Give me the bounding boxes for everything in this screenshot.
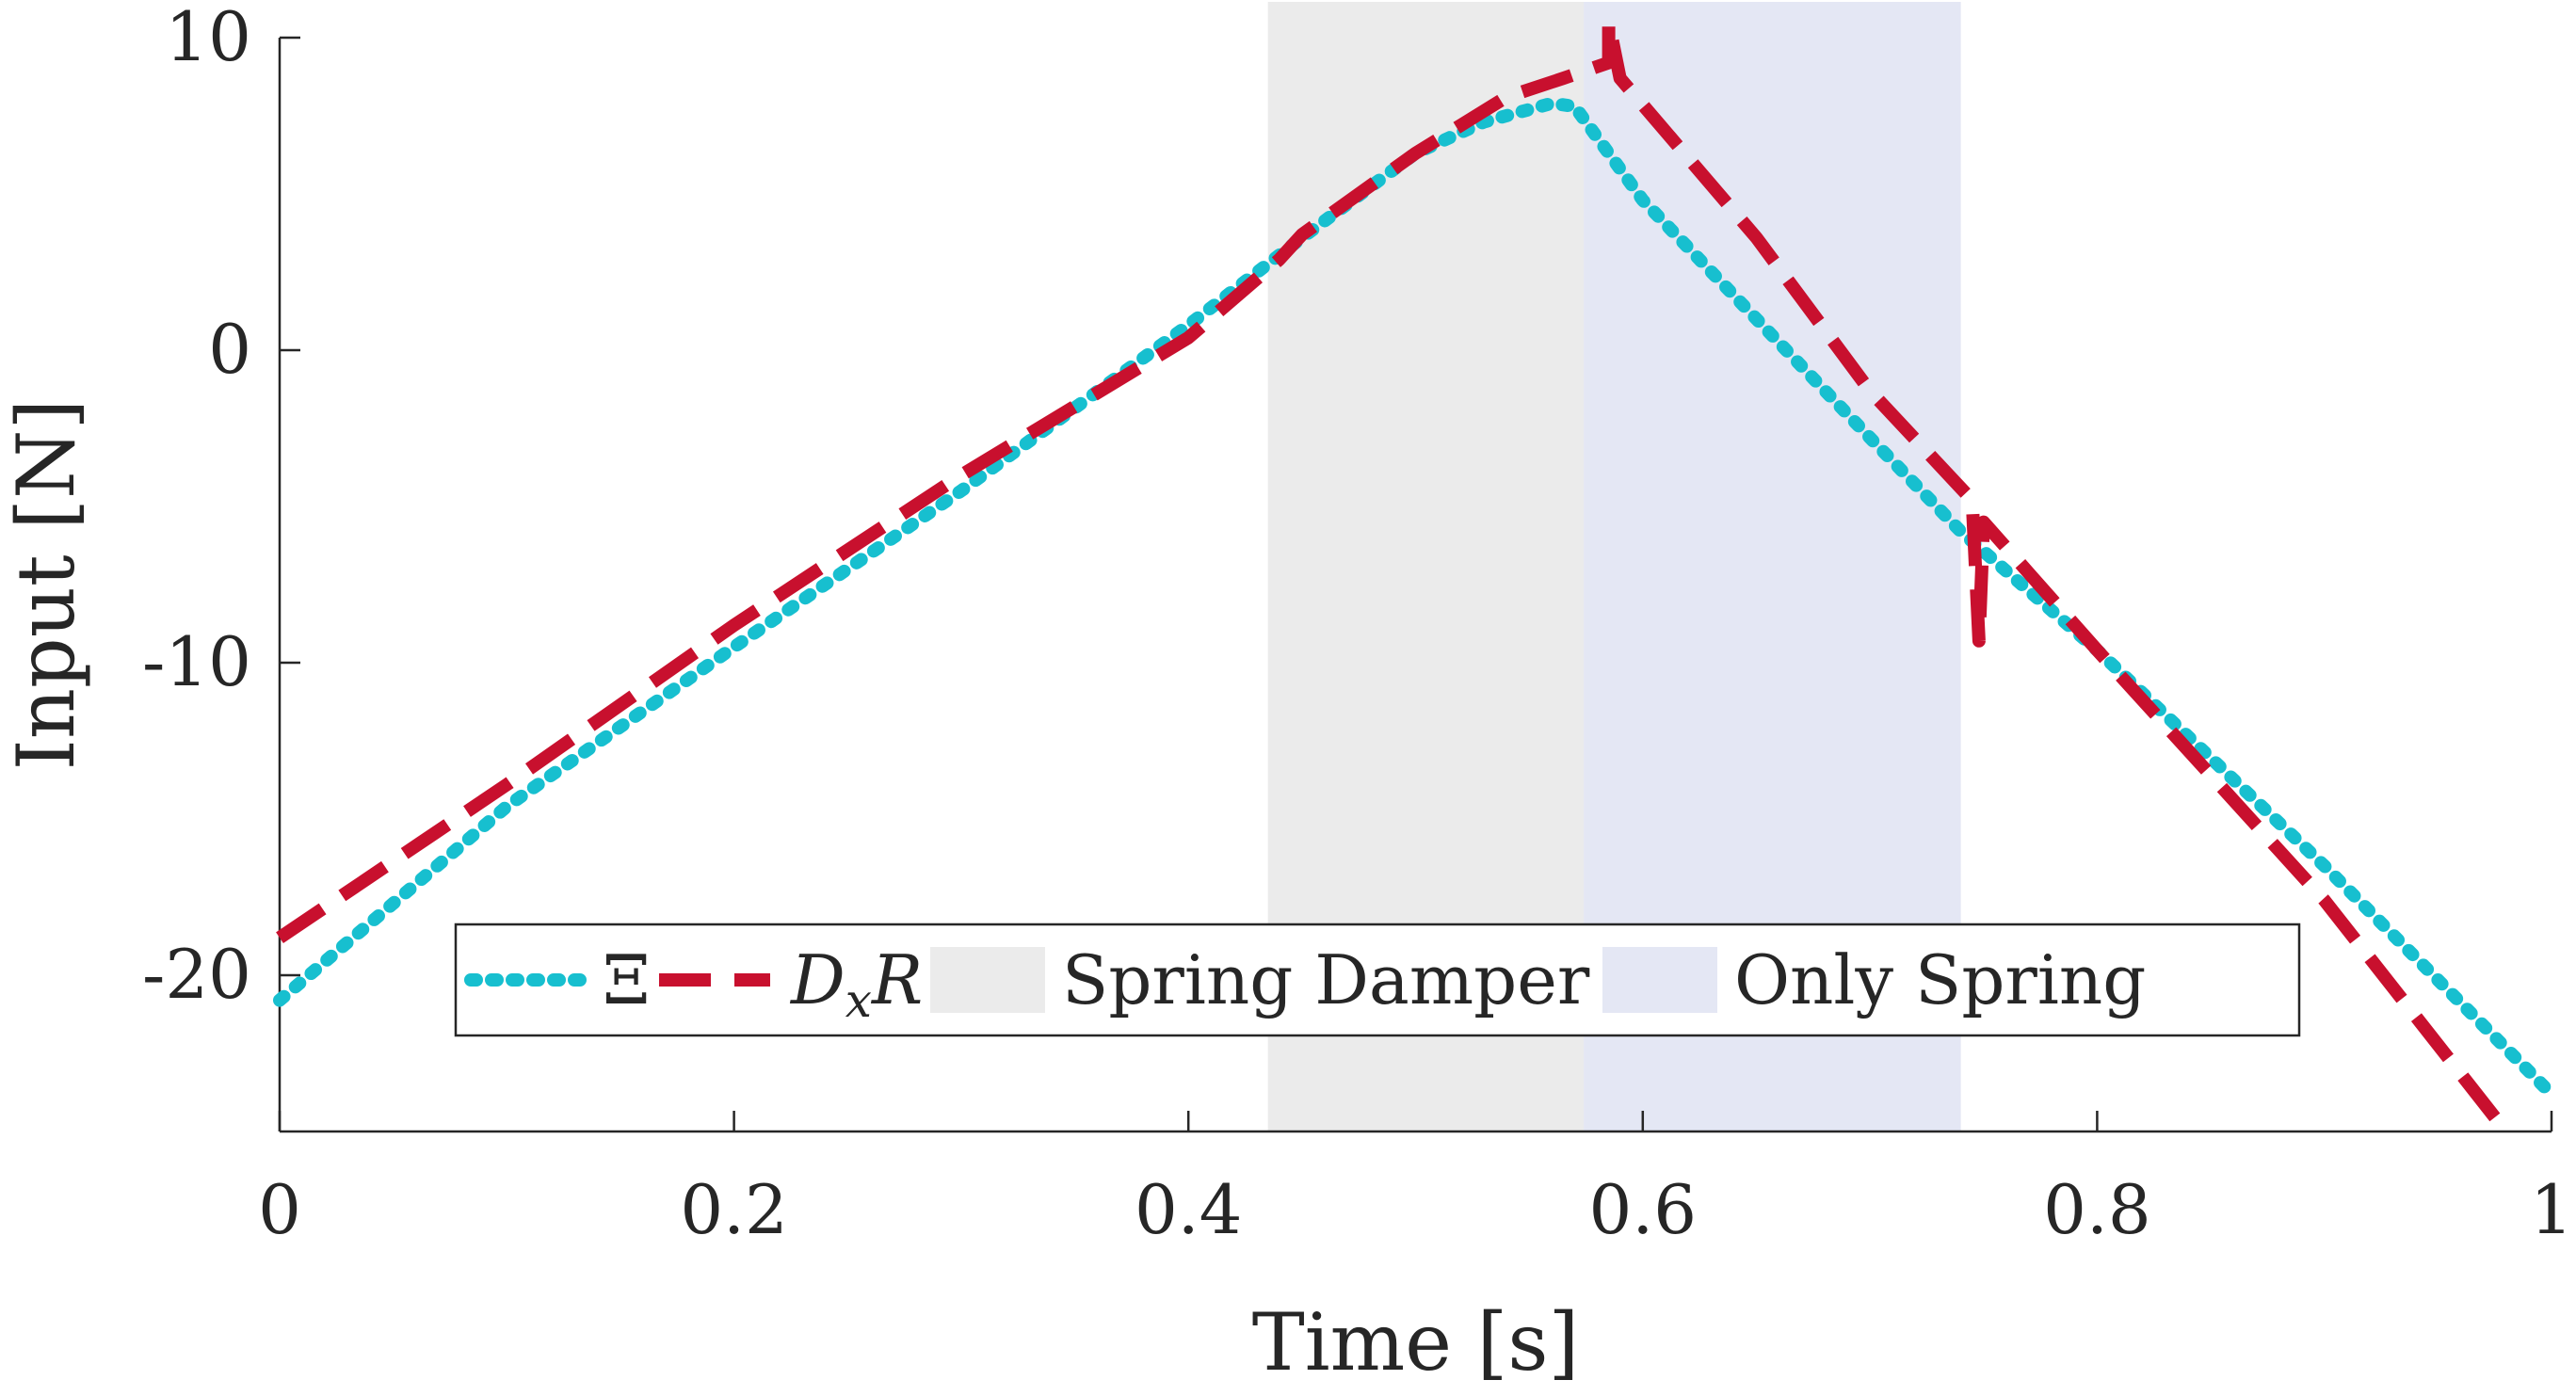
- y-tick-label: -20: [142, 935, 251, 1014]
- legend-swatch-spring-damper: [930, 947, 1045, 1013]
- y-tick-label: 10: [165, 0, 251, 76]
- y-tick-label: 0: [208, 310, 251, 389]
- legend-label: DxR: [789, 940, 923, 1028]
- x-tick-label: 0.4: [1135, 1170, 1243, 1249]
- legend-label: Only Spring: [1734, 940, 2146, 1019]
- series-lines: [273, 15, 2558, 1136]
- axes: [278, 36, 2553, 1133]
- x-axis-title: Time [s]: [1252, 1296, 1580, 1388]
- x-tick-label: 0.2: [680, 1170, 788, 1249]
- series-line-d-x-r: [276, 15, 2512, 1136]
- y-tick-label: -10: [142, 622, 251, 701]
- x-tick-label: 0.6: [1589, 1170, 1698, 1249]
- legend-label: Spring Damper: [1062, 940, 1590, 1019]
- legend-label: Ξ: [603, 940, 651, 1019]
- series-line-xi: [273, 96, 2558, 1101]
- y-axis-title: Input [N]: [0, 399, 92, 771]
- legend-swatch-only-spring: [1602, 947, 1717, 1013]
- legend: Ξ DxR Spring Damper Only Spring: [454, 923, 2301, 1037]
- x-tick-label: 0.8: [2043, 1170, 2151, 1249]
- x-tick-label: 0: [258, 1170, 301, 1249]
- x-tick-label: 1: [2530, 1170, 2573, 1249]
- tick-labels: 0 0.2 0.4 0.6 0.8 1 -20 -10 0 10: [142, 0, 2573, 1249]
